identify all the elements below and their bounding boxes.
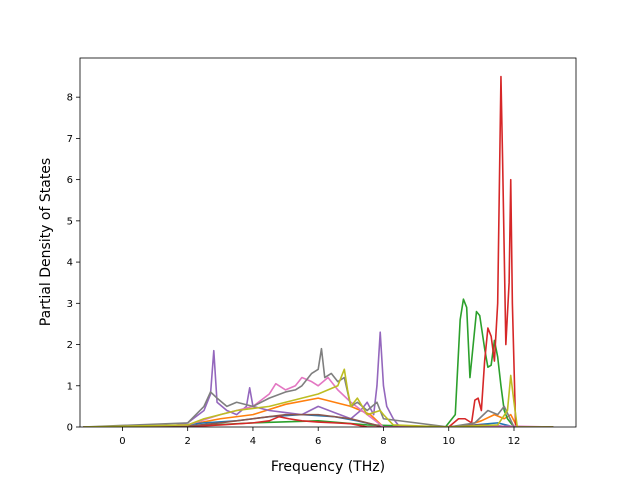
y-tick-label: 7 <box>67 134 73 145</box>
y-tick-label: 2 <box>67 340 73 351</box>
x-tick-label: 4 <box>250 436 256 447</box>
x-tick-label: 2 <box>184 436 190 447</box>
y-axis-label: Partial Density of States <box>38 158 54 326</box>
series-line-4 <box>83 75 554 427</box>
x-tick-label: 10 <box>442 436 455 447</box>
series-line-5 <box>83 331 554 427</box>
series-line-3 <box>83 298 554 427</box>
x-tick-label: 6 <box>315 436 321 447</box>
x-tick-label: 0 <box>119 436 125 447</box>
y-tick-label: 6 <box>67 175 73 186</box>
x-axis: 0 2 4 6 8 10 12 <box>119 427 520 447</box>
plot-frame <box>79 57 577 428</box>
y-tick-label: 5 <box>67 216 73 227</box>
x-axis-label: Frequency (THz) <box>271 459 385 475</box>
series-layer <box>83 75 554 427</box>
y-tick-label: 8 <box>67 93 73 104</box>
y-axis: 0 1 2 3 4 5 6 7 8 <box>67 93 80 434</box>
y-tick-label: 3 <box>67 299 73 310</box>
plot-area <box>80 58 576 427</box>
x-tick-label: 8 <box>380 436 386 447</box>
x-tick-label: 12 <box>508 436 521 447</box>
y-tick-label: 0 <box>67 423 73 434</box>
series-line-9 <box>83 368 554 427</box>
y-tick-label: 4 <box>67 258 73 269</box>
series-line-8 <box>83 347 554 427</box>
series-line-1 <box>83 397 554 427</box>
y-tick-label: 1 <box>67 381 73 392</box>
